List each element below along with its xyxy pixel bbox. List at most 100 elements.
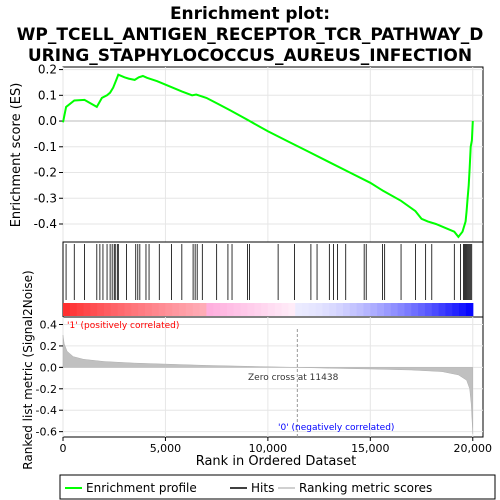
legend-ranking-label: Ranking metric scores — [299, 481, 432, 495]
ranking-y-axis: -0.6 -0.4 -0.2 0.0 0.2 0.4 — [36, 319, 63, 439]
x-tick-label: 0 — [60, 442, 67, 455]
color-band-segment — [151, 303, 160, 316]
color-band-segment — [411, 303, 419, 316]
color-band-segment — [261, 303, 269, 316]
ranking-y-tick-label: -0.4 — [36, 404, 57, 417]
color-band-segment — [179, 303, 187, 316]
enrichment-y-tick-label: 0.1 — [38, 88, 57, 102]
color-band-segment — [165, 303, 173, 316]
color-band-segment — [185, 303, 194, 316]
enrichment-profile-line — [62, 73, 474, 239]
color-band-segment — [274, 303, 283, 316]
color-band-segment — [465, 303, 474, 316]
color-band-segment — [397, 303, 406, 316]
legend-frame — [59, 474, 496, 500]
color-band-segment — [192, 303, 201, 316]
x-tick-label: 10,000 — [249, 442, 288, 455]
color-band-segment — [281, 303, 289, 316]
x-tick-label: 15,000 — [351, 442, 390, 455]
ranking-y-tick-label: 0.0 — [40, 361, 58, 374]
color-band-segment — [110, 303, 119, 316]
color-band-segment — [370, 303, 378, 316]
color-band-segment — [158, 303, 167, 316]
ranking-metric-area — [62, 335, 474, 434]
x-axis-label: Rank in Ordered Dataset — [196, 454, 357, 469]
enrichment-y-tick-label: -0.4 — [34, 217, 57, 231]
color-band-segment — [404, 303, 412, 316]
color-band-segment — [288, 303, 296, 316]
color-band-segment — [247, 303, 255, 316]
zero-cross-label: Zero cross at 11438 — [248, 373, 339, 383]
color-band-segment — [343, 303, 351, 316]
enrichment-y-tick-label: 0.2 — [38, 63, 57, 77]
chart-title-line-1: Enrichment plot: — [170, 4, 330, 24]
color-band-segment — [418, 303, 426, 316]
color-band-segment — [336, 303, 344, 316]
color-band-segment — [124, 303, 132, 316]
enrichment-panel: -0.4 -0.3 -0.2 -0.1 0.0 0.1 0.2 Enrichment sco… — [9, 63, 484, 243]
x-tick-label: 20,000 — [454, 442, 493, 455]
color-band-segment — [349, 303, 358, 316]
color-band-segment — [144, 303, 153, 316]
hit-tick-marks — [65, 244, 473, 300]
color-band-segment — [172, 303, 180, 316]
color-band-segment — [329, 303, 337, 316]
ranking-y-axis-label: Ranked list metric (Signal2Noise) — [21, 270, 35, 469]
color-band-segment — [97, 303, 105, 316]
color-band-segment — [220, 303, 228, 316]
color-band-segment — [90, 303, 98, 316]
color-band-segment — [424, 303, 433, 316]
color-band-segment — [131, 303, 139, 316]
color-band-segment — [315, 303, 324, 316]
negative-correlation-label: '0' (negatively correlated) — [278, 423, 394, 433]
color-band-segment — [103, 303, 112, 316]
color-band-segment — [117, 303, 126, 316]
enrichment-y-tick-label: -0.2 — [34, 166, 57, 180]
color-band-segment — [267, 303, 276, 316]
enrichment-y-axis-label: Enrichment score (ES) — [9, 83, 24, 228]
color-band-segment — [295, 303, 303, 316]
ranking-y-tick-label: -0.2 — [36, 383, 57, 396]
hits-panel — [62, 241, 484, 318]
color-band-segment — [76, 303, 85, 316]
x-axis: 0 5,000 10,000 15,000 20,000 — [60, 437, 493, 455]
ranking-y-tick-label: 0.4 — [40, 319, 58, 332]
ranking-metric-panel: -0.6 -0.4 -0.2 0.0 0.2 0.4 '1' (positively co… — [21, 270, 484, 470]
color-band-segment — [445, 303, 453, 316]
color-band-segment — [302, 303, 310, 316]
color-band-segment — [308, 303, 317, 316]
color-band-segment — [459, 303, 467, 316]
color-band-segment — [206, 303, 214, 316]
legend-enrichment-label: Enrichment profile — [86, 481, 197, 495]
color-band-segment — [138, 303, 146, 316]
chart-title-line-3: URING_STAPHYLOCOCCUS_AUREUS_INFECTION — [28, 46, 472, 66]
color-band-segment — [452, 303, 460, 316]
enrichment-gridlines — [62, 67, 483, 242]
color-band-segment — [213, 303, 221, 316]
ranking-y-tick-label: -0.6 — [36, 426, 57, 439]
color-band-segment — [240, 303, 248, 316]
color-band-segment — [322, 303, 330, 316]
rank-color-band — [63, 303, 474, 316]
enrichment-y-tick-label: 0.0 — [38, 114, 57, 128]
enrichment-y-axis: -0.4 -0.3 -0.2 -0.1 0.0 0.1 0.2 — [34, 63, 63, 231]
legend-hits-label: Hits — [251, 481, 274, 495]
positive-correlation-label: '1' (positively correlated) — [67, 321, 179, 331]
color-band-segment — [233, 303, 242, 316]
color-band-segment — [363, 303, 371, 316]
color-band-segment — [226, 303, 235, 316]
color-band-segment — [356, 303, 365, 316]
color-band-segment — [83, 303, 91, 316]
legend: Enrichment profile Hits Ranking metric s… — [59, 474, 496, 500]
enrichment-y-tick-label: -0.3 — [34, 191, 57, 205]
x-tick-label: 5,000 — [150, 442, 182, 455]
color-band-segment — [431, 303, 440, 316]
color-band-segment — [438, 303, 447, 316]
enrichment-y-tick-label: -0.1 — [34, 140, 57, 154]
color-band-segment — [383, 303, 392, 316]
chart-title-line-2: WP_TCELL_ANTIGEN_RECEPTOR_TCR_PATHWAY_D — [17, 25, 484, 45]
color-band-segment — [199, 303, 208, 316]
color-band-segment — [377, 303, 385, 316]
color-band-segment — [390, 303, 399, 316]
